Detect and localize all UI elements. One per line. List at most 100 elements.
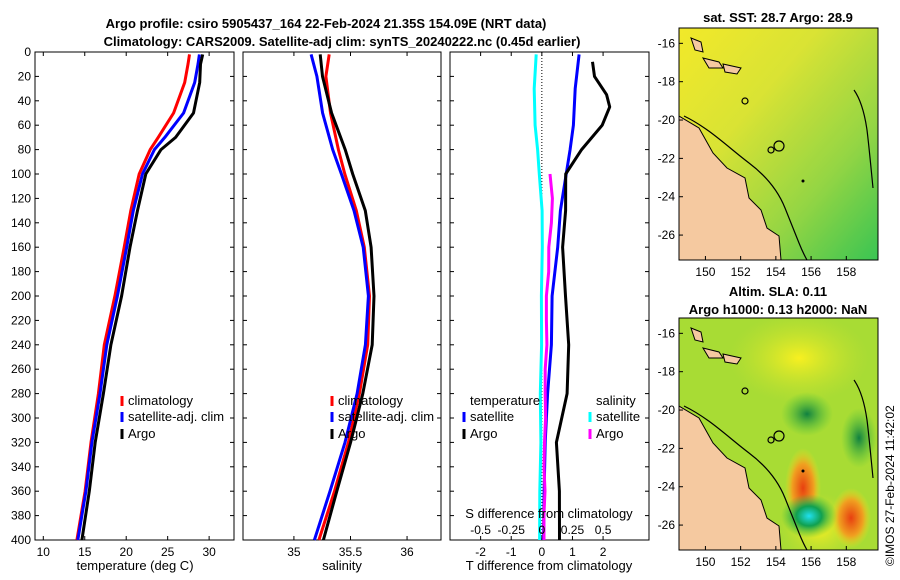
salinity-panel: 35 35.5 36 salinity climatology satellite-…	[242, 51, 442, 573]
difference-series	[532, 54, 612, 541]
x-tick-label: 35.5	[339, 545, 363, 559]
map-y-tick-label: -22	[658, 441, 676, 455]
salinity-legend: climatology satellite-adj. clim Argo	[330, 393, 434, 441]
map-x-tick-label: 158	[836, 265, 856, 279]
map-x-tick-label: 154	[766, 265, 786, 279]
y-tick-label: 40	[18, 94, 32, 108]
temperature-x-axis: 10 15 20 25 30	[37, 52, 216, 559]
map-x-tick-label: 156	[801, 265, 821, 279]
y-tick-label: 320	[11, 435, 31, 449]
map-x-tick-label: 158	[836, 555, 856, 569]
legend-temp-argo: Argo	[470, 426, 497, 441]
s-tick-label: 0	[539, 523, 546, 537]
sst-map	[679, 28, 878, 260]
y-tick-label: 260	[11, 362, 31, 376]
y-tick-label: 240	[11, 338, 31, 352]
legend-salinity-header: salinity	[596, 393, 636, 408]
s-tick-label: -0.25	[498, 523, 526, 537]
x-tick-label: 15	[78, 545, 92, 559]
y-tick-label: 60	[18, 118, 32, 132]
map-y-tick-label: -20	[658, 403, 676, 417]
sla-map-frame	[678, 317, 879, 551]
series-line-satellite-adj-clim	[309, 54, 370, 541]
y-tick-label: 360	[11, 484, 31, 498]
series-line-satellite-adj-clim	[76, 54, 201, 541]
sst-map-axes: 150 152 154 156 158 -16 -18 -20 -22 -24 -26	[658, 36, 857, 279]
legend-temperature-header: temperature	[470, 393, 540, 408]
legend-sal-satellite: satellite	[596, 409, 640, 424]
sst-map-panel: sat. SST: 28.7 Argo: 28.9 150 152 154 156 15…	[658, 10, 879, 279]
sst-map-title: sat. SST: 28.7 Argo: 28.9	[703, 10, 853, 25]
figure-title-line2: Climatology: CARS2009. Satellite-adj cli…	[104, 34, 581, 49]
series-line-salinity-argo	[542, 173, 554, 541]
figure-title-line1: Argo profile: csiro 5905437_164 22-Feb-2…	[106, 16, 547, 31]
x-tick-label: -2	[475, 545, 486, 559]
map-x-tick-label: 156	[801, 555, 821, 569]
x-tick-label: 20	[120, 545, 134, 559]
x-tick-label: 30	[202, 545, 216, 559]
sla-low-anomaly	[781, 494, 837, 538]
x-tick-label: 25	[161, 545, 175, 559]
salinity-xlabel: salinity	[322, 558, 362, 573]
sla-land-mask	[679, 405, 782, 550]
sla-map-title-2: Argo h1000: 0.13 h2000: NaN	[689, 302, 867, 317]
x-tick-label: 2	[600, 545, 607, 559]
legend-climatology-s: climatology	[338, 393, 404, 408]
legend-argo: Argo	[128, 426, 155, 441]
sst-contour-reef	[853, 89, 874, 189]
imos-credit: ©IMOS 27-Feb-2024 11:42:02	[883, 405, 897, 566]
s-difference-ticks: -0.5 -0.25 0 0.25 0.5	[470, 523, 611, 537]
y-tick-label: 180	[11, 265, 31, 279]
y-tick-label: 280	[11, 387, 31, 401]
x-tick-label: 10	[37, 545, 51, 559]
map-y-tick-label: -16	[658, 326, 676, 340]
map-y-tick-label: -20	[658, 113, 676, 127]
series-line-argo	[318, 54, 376, 541]
sla-map	[679, 318, 878, 550]
x-tick-label: -1	[506, 545, 517, 559]
sst-contour-1000m	[683, 115, 808, 260]
x-tick-label: 35	[287, 545, 301, 559]
legend-temp-satellite: satellite	[470, 409, 514, 424]
sst-land-mask	[679, 115, 782, 260]
legend-climatology: climatology	[128, 393, 194, 408]
y-tick-label: 20	[18, 69, 32, 83]
s-tick-label: -0.5	[470, 523, 491, 537]
y-tick-label: 380	[11, 509, 31, 523]
legend-satellite-adj-s: satellite-adj. clim	[338, 409, 434, 424]
series-line-temperature-argo	[554, 61, 612, 541]
x-tick-label: 36	[400, 545, 414, 559]
y-tick-label: 160	[11, 240, 31, 254]
temperature-legend: climatology satellite-adj. clim Argo	[120, 393, 224, 441]
salinity-depth-ticks	[243, 51, 441, 541]
map-y-tick-label: -26	[658, 518, 676, 532]
s-difference-label: S difference from climatology	[465, 506, 633, 521]
y-tick-label: 0	[24, 45, 31, 59]
map-y-tick-label: -24	[658, 190, 676, 204]
y-tick-label: 300	[11, 411, 31, 425]
map-x-tick-label: 154	[766, 555, 786, 569]
y-tick-label: 200	[11, 289, 31, 303]
s-tick-label: 0.25	[561, 523, 585, 537]
temperature-panel: 0 20 40 60 80 100 120 140 160 180 200 220 240 260 280 3…	[11, 45, 235, 573]
sla-map-title-1: Altim. SLA: 0.11	[729, 284, 827, 299]
y-tick-label: 120	[11, 191, 31, 205]
difference-axes	[449, 51, 650, 541]
map-x-tick-label: 152	[731, 265, 751, 279]
temperature-series	[75, 54, 205, 541]
salinity-series	[309, 54, 376, 541]
legend-satellite-adj: satellite-adj. clim	[128, 409, 224, 424]
sla-argo-marker	[801, 469, 805, 473]
legend-argo-s: Argo	[338, 426, 365, 441]
y-tick-label: 140	[11, 216, 31, 230]
salinity-axes	[242, 51, 442, 541]
sla-map-panel: Altim. SLA: 0.11 Argo h1000: 0.13 h2000:…	[658, 284, 879, 569]
salinity-x-axis: 35 35.5 36	[287, 52, 414, 559]
y-tick-label: 100	[11, 167, 31, 181]
legend-sal-argo: Argo	[596, 426, 623, 441]
map-y-tick-label: -26	[658, 228, 676, 242]
temperature-xlabel: temperature (deg C)	[76, 558, 193, 573]
sst-islands	[690, 37, 742, 75]
t-difference-xlabel: T difference from climatology	[466, 558, 633, 573]
